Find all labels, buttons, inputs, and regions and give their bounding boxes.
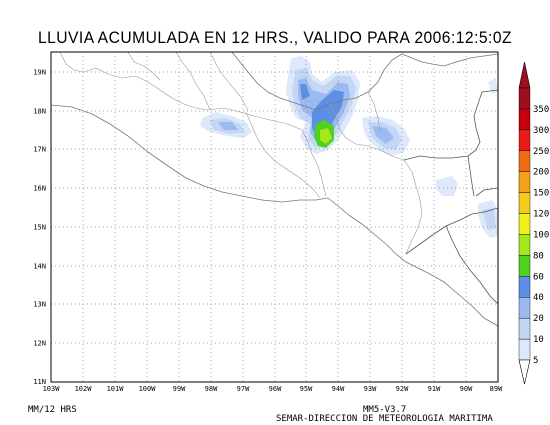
colorbar-label: 100 [533,230,549,240]
lon-label: 91W [428,385,441,393]
colorbar-swatch [518,87,531,110]
colorbar-swatch [518,255,531,277]
colorbar-swatch [518,108,531,131]
lon-label: 90W [460,385,473,393]
lat-label: 18N [33,108,46,116]
colorbar-label: 250 [533,147,549,157]
lon-label: 93W [364,385,377,393]
colorbar-label: 150 [533,189,549,199]
lat-lon-grid [51,52,498,382]
chart-title: LLUVIA ACUMULADA EN 12 HRS., VALIDO PARA… [37,28,513,47]
colorbar-swatch [518,129,531,151]
colorbar-swatch [518,192,531,214]
colorbar-label: 350 [533,105,549,115]
map-area [51,52,498,382]
lat-axis: 19N 18N 17N 16N 15N 14N 13N 12N 11N [33,69,46,387]
colorbar-label: 120 [533,210,549,220]
colorbar: 5 10 20 40 60 80 100 120 150 200 250 300 350 [518,61,549,385]
lon-label: 97W [237,385,250,393]
lon-label: 98W [205,385,218,393]
colorbar-swatch [518,276,531,298]
colorbar-label: 40 [533,293,544,303]
lat-label: 17N [33,146,46,154]
model-label: MM5-V3.7 [363,405,407,415]
colorbar-swatch [518,213,531,235]
colorbar-swatch [518,317,531,340]
colorbar-label: 5 [533,356,538,366]
lon-label: 95W [300,385,313,393]
lon-label: 101W [107,385,125,393]
lon-label: 96W [269,385,282,393]
colorbar-swatch [518,234,531,256]
precip-field [200,56,498,238]
colorbar-swatch [518,338,531,361]
colorbar-label: 20 [533,314,544,324]
colorbar-label: 200 [533,168,549,178]
lat-label: 12N [33,340,46,348]
lat-label: 15N [33,224,46,232]
lon-label: 102W [75,385,93,393]
lon-label: 100W [139,385,157,393]
lon-label: 92W [396,385,409,393]
lat-label: 11N [33,378,46,386]
lon-label: 89W [490,385,503,393]
colorbar-label: 10 [533,335,544,345]
colorbar-label: 60 [533,272,544,282]
units-label: MM/12 HRS [28,405,77,415]
colorbar-bottom-arrow [518,359,531,385]
lon-axis: 103W 102W 101W 100W 99W 98W 97W 96W 95W … [43,385,504,393]
colorbar-swatch [518,171,531,193]
colorbar-top-arrow [518,61,531,89]
coastline [51,52,498,327]
lat-label: 16N [33,185,46,193]
lon-label: 103W [43,385,61,393]
country-borders [403,89,498,305]
colorbar-swatch [518,297,531,319]
credit-label: SEMAR-DIRECCION DE METEOROLOGIA MARITIMA [276,414,493,424]
lat-label: 19N [33,69,46,77]
colorbar-swatch [518,150,531,172]
colorbar-label: 300 [533,126,549,136]
colorbar-label: 80 [533,251,544,261]
map-frame [50,51,499,383]
lon-label: 94W [332,385,345,393]
lat-label: 13N [33,301,46,309]
lon-label: 99W [173,385,186,393]
state-borders [59,52,423,255]
lat-label: 14N [33,263,46,271]
